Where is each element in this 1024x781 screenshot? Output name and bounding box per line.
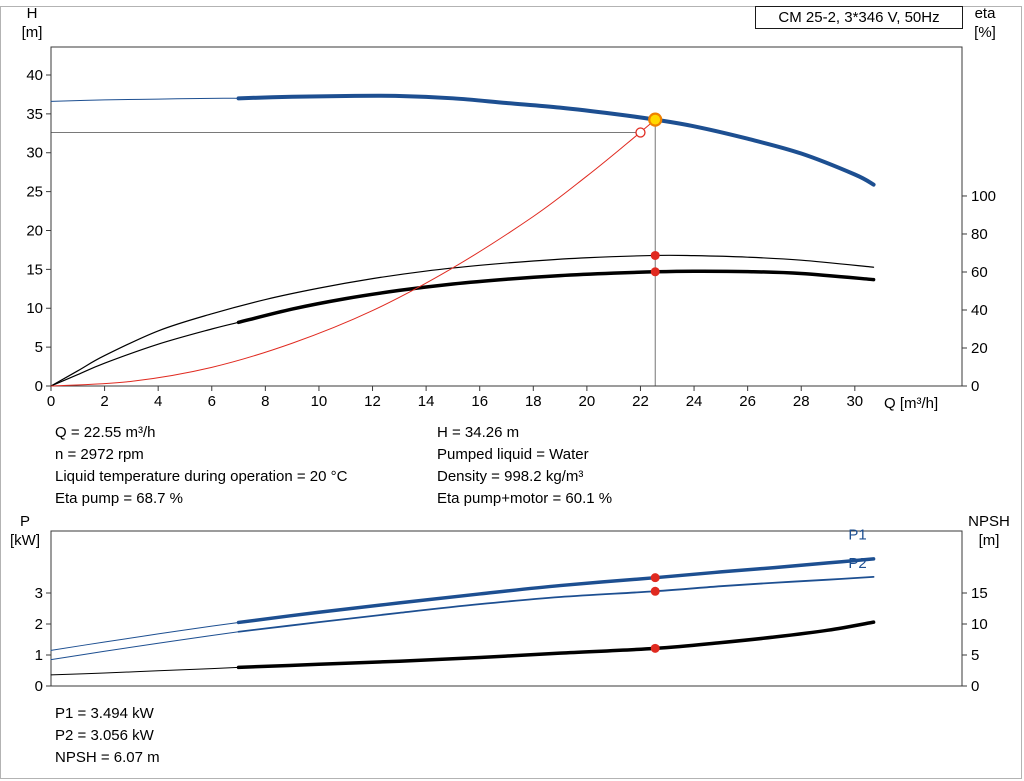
svg-text:18: 18 xyxy=(525,393,542,410)
svg-text:2: 2 xyxy=(35,616,43,633)
svg-text:12: 12 xyxy=(364,393,381,410)
info-p1: P1 = 3.494 kW xyxy=(55,705,154,722)
eta-axis-symbol: eta xyxy=(974,5,996,22)
info-speed: n = 2972 rpm xyxy=(55,446,144,463)
svg-text:24: 24 xyxy=(686,393,703,410)
info-flow: Q = 22.55 m³/h xyxy=(55,424,156,441)
svg-text:25: 25 xyxy=(26,184,43,201)
pump-model-label: CM 25-2, 3*346 V, 50Hz xyxy=(778,9,940,26)
eta-axis-label: eta [%] xyxy=(962,4,1008,42)
svg-text:100: 100 xyxy=(971,188,996,205)
operating-data-right: H = 34.26 m Pumped liquid = Water Densit… xyxy=(437,422,612,510)
svg-text:26: 26 xyxy=(739,393,756,410)
svg-text:5: 5 xyxy=(35,339,43,356)
info-p2: P2 = 3.056 kW xyxy=(55,727,154,744)
svg-text:0: 0 xyxy=(35,378,43,395)
svg-text:5: 5 xyxy=(971,647,979,664)
eta-axis-unit: [%] xyxy=(974,24,996,41)
npsh-axis-symbol: NPSH xyxy=(968,513,1010,530)
info-liquid-temperature: Liquid temperature during operation = 20… xyxy=(55,468,348,485)
svg-text:28: 28 xyxy=(793,393,810,410)
svg-text:10: 10 xyxy=(311,393,328,410)
svg-text:0: 0 xyxy=(47,393,55,410)
svg-text:16: 16 xyxy=(471,393,488,410)
power-data-block: P1 = 3.494 kW P2 = 3.056 kW NPSH = 6.07 … xyxy=(55,703,160,769)
power-axis-label: P [kW] xyxy=(2,512,48,550)
svg-text:6: 6 xyxy=(208,393,216,410)
head-axis-unit: [m] xyxy=(21,24,43,41)
npsh-axis-unit: [m] xyxy=(978,532,1000,549)
info-eta-pump: Eta pump = 68.7 % xyxy=(55,490,183,507)
svg-text:P2: P2 xyxy=(848,555,866,572)
svg-text:1: 1 xyxy=(35,647,43,664)
svg-text:0: 0 xyxy=(971,678,979,695)
svg-text:0: 0 xyxy=(35,678,43,695)
svg-text:20: 20 xyxy=(971,340,988,357)
operating-data-left: Q = 22.55 m³/h n = 2972 rpm Liquid tempe… xyxy=(55,422,347,510)
svg-text:35: 35 xyxy=(26,106,43,123)
svg-text:3: 3 xyxy=(35,585,43,602)
flow-axis-label: Q [m³/h] xyxy=(884,395,939,412)
svg-text:30: 30 xyxy=(846,393,863,410)
svg-text:2: 2 xyxy=(100,393,108,410)
svg-text:P1: P1 xyxy=(848,527,866,544)
svg-text:40: 40 xyxy=(26,67,43,84)
info-npsh: NPSH = 6.07 m xyxy=(55,749,160,766)
svg-text:20: 20 xyxy=(579,393,596,410)
info-density: Density = 998.2 kg/m³ xyxy=(437,468,584,485)
svg-text:15: 15 xyxy=(26,261,43,278)
svg-text:8: 8 xyxy=(261,393,269,410)
svg-text:10: 10 xyxy=(971,616,988,633)
svg-text:20: 20 xyxy=(26,222,43,239)
svg-text:40: 40 xyxy=(971,302,988,319)
svg-text:80: 80 xyxy=(971,226,988,243)
svg-text:60: 60 xyxy=(971,264,988,281)
pump-model-box: CM 25-2, 3*346 V, 50Hz xyxy=(755,6,963,29)
info-eta-pump-motor: Eta pump+motor = 60.1 % xyxy=(437,490,613,507)
power-axis-unit: [kW] xyxy=(10,532,40,549)
svg-text:22: 22 xyxy=(632,393,649,410)
svg-text:15: 15 xyxy=(971,585,988,602)
svg-text:0: 0 xyxy=(971,378,979,395)
head-axis-symbol: H xyxy=(26,5,38,22)
svg-text:4: 4 xyxy=(154,393,162,410)
svg-text:10: 10 xyxy=(26,300,43,317)
info-pumped-liquid: Pumped liquid = Water xyxy=(437,446,589,463)
head-axis-label: H [m] xyxy=(12,4,52,42)
power-axis-symbol: P xyxy=(19,513,30,530)
svg-text:30: 30 xyxy=(26,145,43,162)
npsh-axis-label: NPSH [m] xyxy=(958,512,1020,550)
svg-text:14: 14 xyxy=(418,393,435,410)
info-head: H = 34.26 m xyxy=(437,424,520,441)
